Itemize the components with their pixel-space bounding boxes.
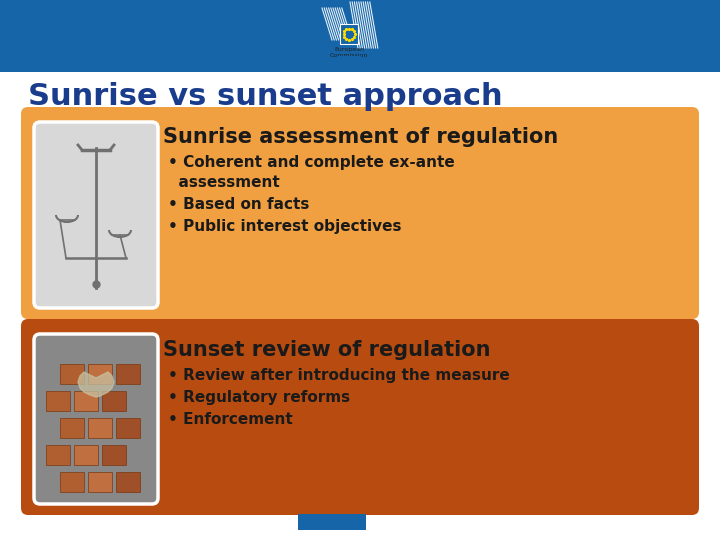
Text: European
Commission: European Commission: [330, 47, 368, 58]
Text: Sunrise vs sunset approach: Sunrise vs sunset approach: [28, 82, 503, 111]
Text: • Enforcement: • Enforcement: [168, 412, 293, 427]
Bar: [116, 472, 140, 492]
FancyBboxPatch shape: [21, 319, 699, 515]
Bar: [102, 391, 126, 411]
Bar: [88, 472, 112, 492]
FancyBboxPatch shape: [21, 107, 699, 319]
Text: Sunset review of regulation: Sunset review of regulation: [163, 340, 490, 360]
Polygon shape: [78, 372, 114, 397]
Bar: [60, 472, 84, 492]
Text: Sunrise assessment of regulation: Sunrise assessment of regulation: [163, 127, 558, 147]
Bar: [60, 364, 84, 384]
Text: • Regulatory reforms: • Regulatory reforms: [168, 390, 350, 405]
FancyBboxPatch shape: [34, 334, 158, 504]
Bar: [74, 391, 98, 411]
Bar: [0, 0, 720, 72]
Bar: [298, 514, 366, 530]
Text: • Review after introducing the measure: • Review after introducing the measure: [168, 368, 510, 383]
Bar: [102, 445, 126, 465]
Bar: [116, 418, 140, 438]
Bar: [46, 445, 70, 465]
Bar: [88, 364, 112, 384]
Text: • Based on facts: • Based on facts: [168, 197, 310, 212]
Bar: [46, 391, 70, 411]
FancyBboxPatch shape: [34, 122, 158, 308]
Text: • Public interest objectives: • Public interest objectives: [168, 219, 402, 234]
Bar: [74, 445, 98, 465]
Bar: [60, 418, 84, 438]
Bar: [88, 418, 112, 438]
Bar: [116, 364, 140, 384]
Bar: [340, 24, 358, 44]
Text: • Coherent and complete ex-ante
  assessment: • Coherent and complete ex-ante assessme…: [168, 155, 455, 190]
